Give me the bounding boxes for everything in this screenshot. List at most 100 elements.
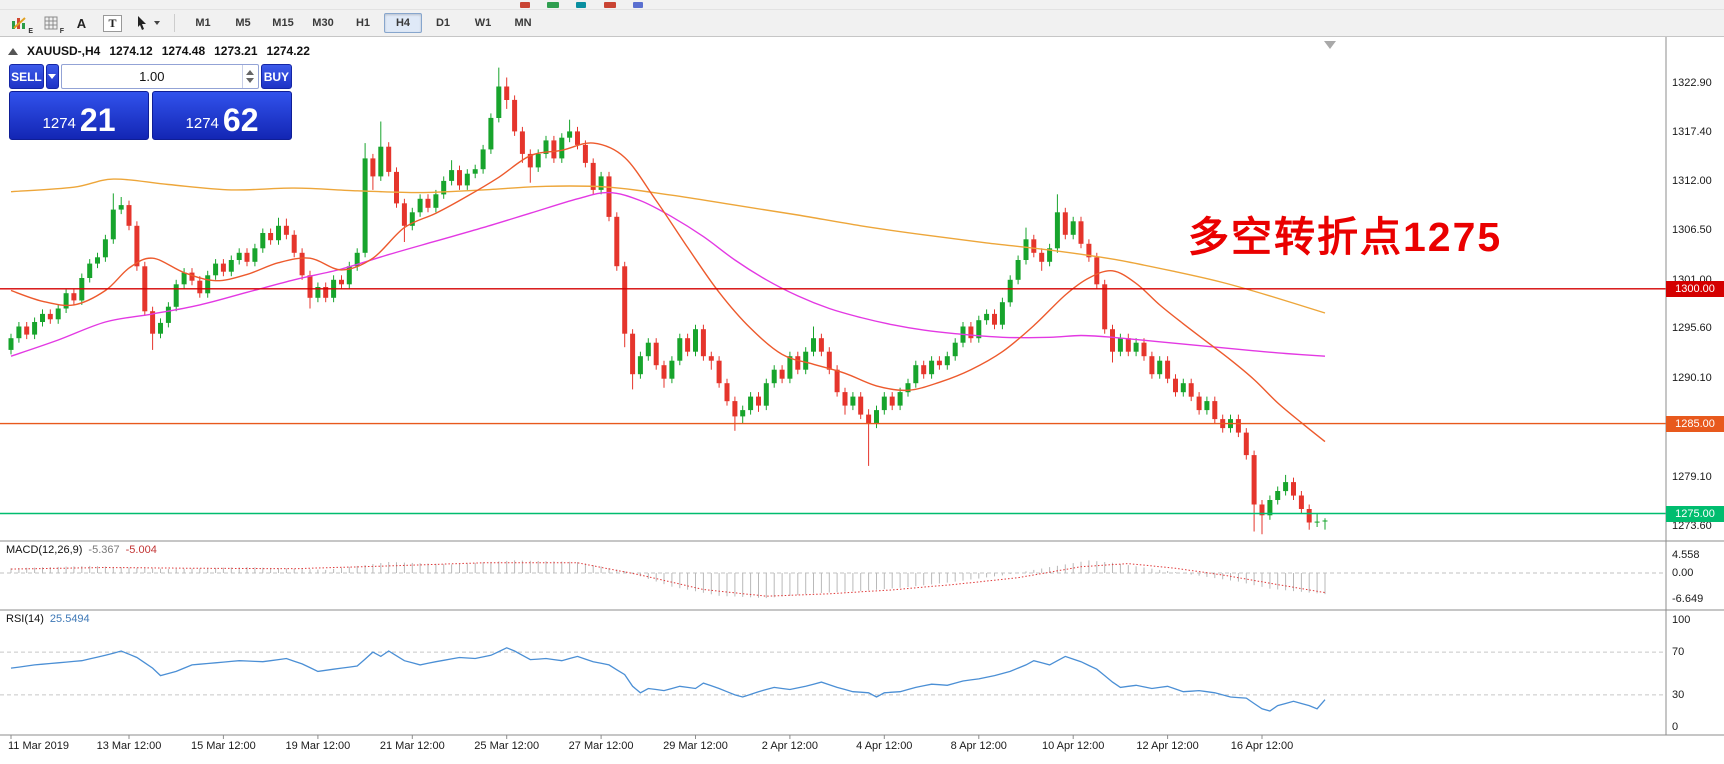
text-tool-letter: T [103,14,122,32]
rsi-name: RSI(14) [6,613,44,625]
macd-histogram [10,560,1326,599]
grid-icon[interactable]: F [37,12,64,35]
price-axis-label: 1295.60 [1672,322,1712,335]
macd-scale-label: -6.649 [1672,593,1704,606]
time-axis-label: 2 Apr 12:00 [761,740,819,752]
sell-price-pips: 21 [79,101,116,138]
clipped-icon [547,2,559,8]
candlesticks [8,67,1328,535]
price-marker-badge: 1300.00 [1666,280,1724,297]
expert-advisor-icon[interactable]: E [6,12,33,35]
ma-slow-orange [10,178,1326,314]
volume-dropdown[interactable] [45,64,59,89]
cursor-dropdown-caret-icon [153,21,160,25]
rsi-scale-label: 30 [1672,688,1685,701]
time-axis-label: 27 Mar 12:00 [568,740,634,752]
cursor-arrow-icon [137,16,146,30]
expert-sub-letter: E [28,28,33,35]
clipped-icon [604,2,616,8]
one-click-trade-panel: SELL BUY 1274 21 1274 62 [9,64,292,140]
one-click-toggle-icon[interactable] [8,47,18,55]
macd-signal-value: -5.004 [125,544,157,556]
buy-price-main: 1274 [185,115,219,132]
clipped-toolbar-row [0,0,1724,10]
macd-indicator-label: MACD(12,26,9) -5.367 -5.004 [6,544,157,556]
rsi-value: 25.5494 [49,613,90,625]
time-axis-label: 4 Apr 12:00 [856,740,913,752]
time-axis-label: 8 Apr 12:00 [950,740,1007,752]
volume-stepper[interactable] [241,65,258,88]
toolbar-separator [174,14,175,32]
macd-signal-line [10,562,1326,597]
grid-sub-letter: F [59,28,64,35]
buy-button[interactable]: BUY [260,64,292,89]
rsi-scale-label: 100 [1672,614,1691,626]
time-axis-label: 15 Mar 12:00 [190,740,256,752]
clipped-icon [520,2,530,8]
price-axis-label: 1279.10 [1672,470,1712,483]
timeframe-button-m1[interactable]: M1 [195,17,211,29]
timeframe-button-m5[interactable]: M5 [235,17,251,29]
time-axis-label: 29 Mar 12:00 [663,740,728,752]
macd-name: MACD(12,26,9) [6,544,83,556]
low-value: 1273.21 [214,44,258,58]
chart-ohlc-header: XAUUSD-,H4 1274.12 1274.48 1273.21 1274.… [8,44,310,58]
clipped-icon [633,2,643,8]
macd-scale-label: 0.00 [1672,567,1694,579]
close-value: 1274.22 [266,44,310,58]
timeframe-button-w1[interactable]: W1 [474,17,492,29]
timeframe-button-h4[interactable]: H4 [384,13,422,33]
sell-button[interactable]: SELL [9,64,44,89]
buy-price-pips: 62 [222,101,259,138]
ma-mid-magenta [10,191,1326,357]
sell-price-main: 1274 [42,115,76,132]
timeframe-button-d1[interactable]: D1 [435,17,451,29]
rsi-scale-label: 70 [1672,646,1685,659]
price-axis-label: 1290.10 [1672,371,1712,384]
open-value: 1274.12 [109,44,153,58]
clipped-icon [576,2,586,8]
label-tool-icon[interactable]: A [68,12,95,34]
label-tool-letter: A [76,15,87,31]
price-marker-badge: 1275.00 [1666,505,1724,522]
macd-scale-label: 4.558 [1672,549,1700,562]
rsi-line [10,647,1326,712]
timeframe-button-m30[interactable]: M30 [312,17,334,29]
chart-toolbar: E F A T M1 M5 M15 M30 H1 H4 D1 W1 MN [0,10,1724,37]
price-axis-label: 1273.60 [1672,520,1712,533]
time-axis-label: 25 Mar 12:00 [474,740,540,752]
buy-price-display[interactable]: 1274 62 [152,91,292,140]
price-marker-badge: 1285.00 [1666,415,1724,432]
rsi-indicator-label: RSI(14) 25.5494 [6,613,90,625]
price-axis-label: 1306.50 [1672,224,1712,237]
ma-fast-redorange [10,142,1326,443]
time-axis-label: 11 Mar 2019 [8,740,69,752]
chart-shift-marker-icon [1324,41,1336,49]
sell-price-display[interactable]: 1274 21 [9,91,149,140]
time-axis-label: 10 Apr 12:00 [1041,740,1105,752]
volume-dropdown-caret-icon [48,74,57,79]
time-axis-label: 16 Apr 12:00 [1230,740,1294,752]
time-axis-label: 21 Mar 12:00 [379,740,445,752]
price-axis-label: 1312.00 [1672,174,1712,187]
time-axis-label: 12 Apr 12:00 [1136,740,1199,752]
cursor-tool-icon[interactable] [130,12,164,34]
volume-step-up-icon [246,70,255,75]
chart-text-annotation[interactable]: 多空转折点1275 [1188,214,1503,260]
volume-input[interactable] [61,65,242,88]
text-tool-icon[interactable]: T [99,12,126,34]
time-axis-label: 19 Mar 12:00 [285,740,351,752]
symbol-period-label: XAUUSD-,H4 [27,44,101,58]
macd-main-value: -5.367 [88,544,120,556]
volume-step-down-icon [246,78,255,83]
rsi-scale-label: 0 [1672,721,1679,733]
timeframe-button-mn[interactable]: MN [514,17,532,29]
timeframe-button-h1[interactable]: H1 [355,17,371,29]
timeframe-button-m15[interactable]: M15 [272,17,294,29]
high-value: 1274.48 [161,44,206,58]
price-axis-label: 1322.90 [1672,76,1712,89]
volume-field-wrap [60,64,259,89]
time-axis-label: 13 Mar 12:00 [96,740,162,752]
